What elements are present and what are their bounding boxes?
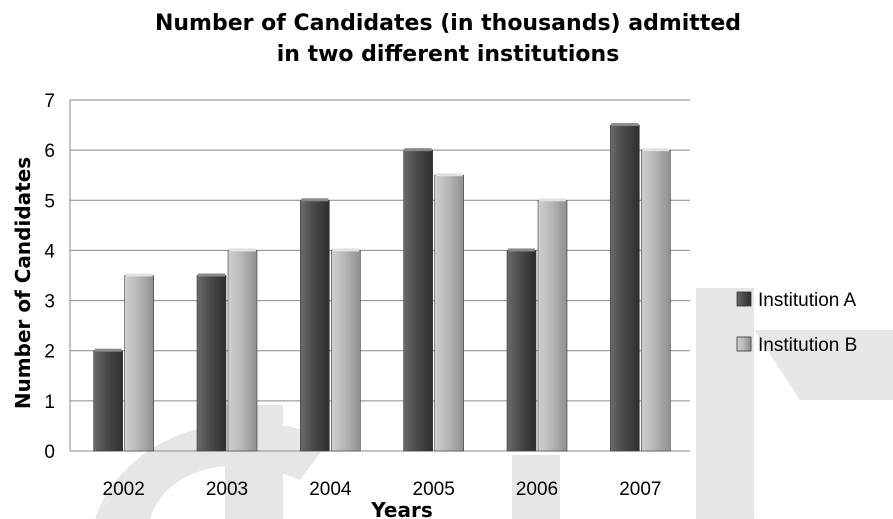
bar-cap-institution-a-2003 [198,273,225,277]
bar-cap-institution-a-2004 [301,198,329,202]
bar-cap-institution-b-2006 [539,198,566,202]
x-axis-title: Years [370,498,432,519]
y-tick-label: 6 [44,141,55,162]
y-tick-labels: 0 1 2 3 4 5 6 7 [44,91,55,463]
y-tick-label: 5 [44,191,55,212]
bar-cap-institution-b-2003 [229,248,256,252]
x-tick-label: 2003 [206,479,248,500]
bar-institution-a-2005 [403,149,433,452]
y-tick-label: 3 [44,292,55,313]
bar-institution-a-2007 [610,124,640,452]
x-tick-labels: 2002 2003 2004 2005 2006 2007 [103,479,662,500]
bar-institution-b-2002 [124,275,154,452]
y-tick-label: 7 [44,91,55,112]
bar-cap-institution-b-2004 [332,248,360,252]
chart-title-line1: Number of Candidates (in thousands) admi… [155,11,741,36]
bar-cap-institution-b-2005 [435,173,463,177]
bar-cap-institution-a-2005 [404,148,432,152]
bar-institution-b-2007 [641,149,671,452]
bar-cap-institution-b-2002 [125,273,153,277]
legend: Institution A Institution B [736,290,857,356]
bar-institution-a-2002 [93,350,123,452]
x-tick-label: 2004 [309,479,352,500]
bar-institution-b-2005 [434,174,464,452]
legend-label-institution-a: Institution A [758,290,857,311]
x-tick-label: 2005 [413,479,455,500]
legend-swatch-institution-a [736,291,752,307]
bar-institution-b-2003 [227,250,258,452]
gridlines [69,99,690,452]
bar-institution-a-2006 [506,250,537,452]
bar-cap-institution-a-2006 [508,248,535,252]
x-tick-label: 2002 [103,479,145,500]
legend-label-institution-b: Institution B [758,335,857,356]
y-tick-label: 4 [44,241,55,262]
bars [93,123,671,452]
bar-cap-institution-a-2002 [94,348,122,352]
legend-swatch-institution-b [736,336,752,352]
chart-title-line2: in two different institutions [277,42,620,67]
bar-cap-institution-b-2007 [642,148,670,152]
y-axis-title: Number of Candidates [11,157,35,409]
y-tick-label: 0 [44,442,55,463]
bar-institution-b-2004 [331,250,361,452]
x-tick-label: 2006 [516,479,558,500]
bar-cap-institution-a-2007 [611,123,639,127]
bar-institution-a-2004 [300,199,330,452]
bar-institution-b-2006 [537,199,568,452]
bar-institution-a-2003 [196,275,227,452]
y-tick-label: 2 [44,342,55,363]
y-tick-label: 1 [44,392,55,413]
x-tick-label: 2007 [619,479,661,500]
watermark [95,288,893,519]
